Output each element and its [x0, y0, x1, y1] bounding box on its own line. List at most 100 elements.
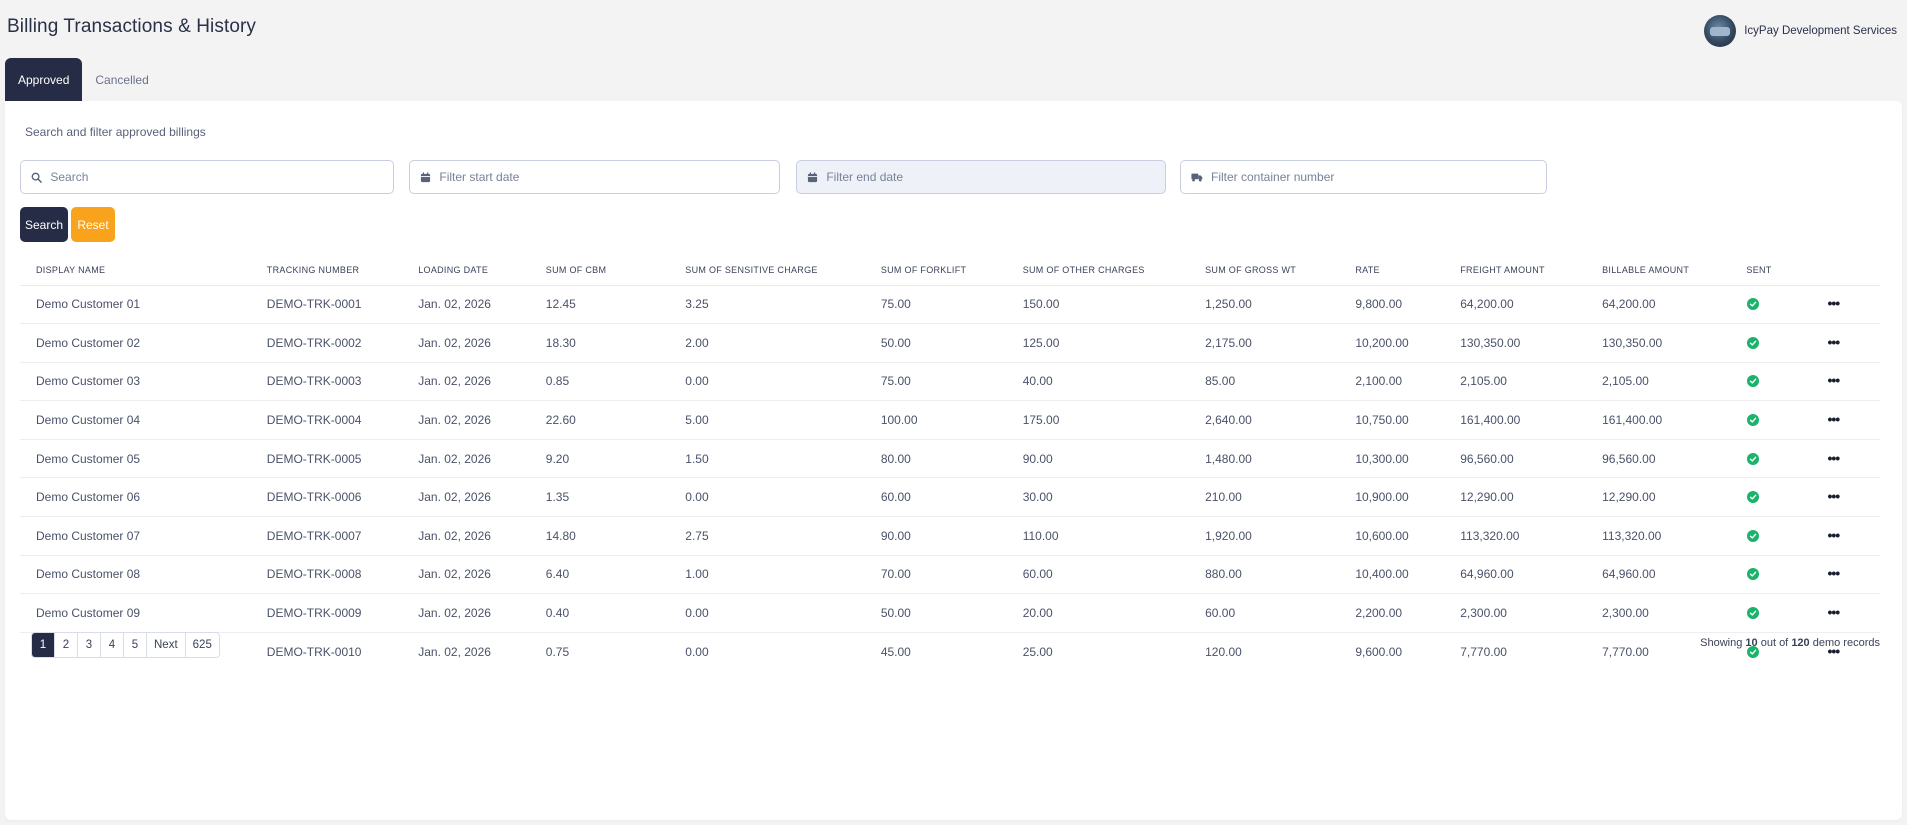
sensitive-charge-cell: 0.00	[685, 644, 709, 659]
more-horizontal-icon[interactable]: •••	[1827, 526, 1841, 543]
page-2-button[interactable]: 2	[55, 633, 78, 657]
sensitive-charge-cell: 5.00	[685, 400, 881, 440]
loading-date-cell: Jan. 02, 2026	[418, 362, 546, 402]
cbm-cell: 6.40	[545, 555, 686, 595]
sensitive-charge-cell: 0.00	[685, 593, 881, 633]
check-circle-icon	[1747, 607, 1760, 620]
display-name-cell: Demo Customer 03	[20, 362, 267, 402]
column-header[interactable]: SENT	[1746, 255, 1822, 286]
more-horizontal-icon[interactable]: •••	[1827, 604, 1841, 621]
page-1-button[interactable]: 1	[32, 633, 55, 657]
last-page-button[interactable]: 625	[185, 633, 219, 657]
search-field[interactable]	[20, 160, 394, 194]
rate-cell: 10,750.00	[1355, 400, 1461, 440]
other-charges-cell: 175.00	[1022, 400, 1206, 440]
more-horizontal-icon[interactable]: •••	[1827, 488, 1841, 505]
more-horizontal-icon[interactable]: •••	[1827, 333, 1841, 350]
more-horizontal-icon[interactable]: •••	[1827, 411, 1841, 428]
display-name-cell: Demo Customer 05	[20, 439, 267, 479]
other-charges-cell: 60.00	[1022, 555, 1206, 595]
page-4-button[interactable]: 4	[101, 633, 124, 657]
display-name-cell: Demo Customer 09	[20, 593, 267, 633]
gross-wt-cell: 60.00	[1205, 593, 1356, 633]
column-header[interactable]: SUM OF OTHER CHARGES	[1022, 255, 1206, 286]
check-circle-icon	[1747, 568, 1760, 581]
end-date-field[interactable]	[796, 160, 1166, 194]
container-number-input[interactable]	[1211, 170, 1546, 184]
table-row[interactable]: Demo Customer 09 DEMO-TRK-0009 Jan. 02, 20…	[20, 593, 1880, 633]
other-charges-cell: 20.00	[1022, 593, 1206, 633]
next-page-button[interactable]: Next	[147, 633, 186, 657]
table-row[interactable]: Demo Customer 07 DEMO-TRK-0007 Jan. 02, 20…	[20, 516, 1880, 556]
table-row[interactable]: Demo Customer 02 DEMO-TRK-0002 Jan. 02, 20…	[20, 323, 1880, 363]
other-charges-cell: 30.00	[1022, 477, 1206, 518]
more-horizontal-icon[interactable]: •••	[1827, 565, 1841, 582]
column-header[interactable]: SUM OF SENSITIVE CHARGE	[685, 255, 881, 286]
cbm-cell: 14.80	[545, 516, 686, 556]
search-input[interactable]	[50, 170, 393, 184]
cbm-cell: 0.40	[545, 593, 686, 633]
more-horizontal-icon[interactable]: •••	[1827, 295, 1841, 312]
sent-cell	[1746, 400, 1822, 440]
table-row[interactable]: Demo Customer 06 DEMO-TRK-0006 Jan. 02, 20…	[20, 477, 1880, 518]
table-row[interactable]: Demo Customer 03 DEMO-TRK-0003 Jan. 02, 20…	[20, 362, 1880, 402]
loading-date-cell: Jan. 02, 2026	[418, 323, 546, 363]
freight-amount-cell: 12,290.00	[1460, 477, 1603, 518]
pagination: 1 2 3 4 5 Next 625	[31, 632, 220, 658]
more-horizontal-icon[interactable]: •••	[1827, 642, 1841, 659]
other-charges-cell: 150.00	[1022, 285, 1206, 325]
sent-cell	[1746, 477, 1822, 518]
table-row[interactable]: Demo Customer 04 DEMO-TRK-0004 Jan. 02, 20…	[20, 400, 1880, 440]
tracking-number-cell: DEMO-TRK-0003	[266, 362, 419, 402]
container-number-field[interactable]	[1180, 160, 1547, 194]
cbm-cell: 9.20	[545, 439, 686, 479]
column-header[interactable]: FREIGHT AMOUNT	[1460, 255, 1603, 286]
row-actions-cell: •••	[1821, 323, 1880, 363]
display-name-cell: Demo Customer 07	[20, 516, 267, 556]
search-button[interactable]: Search	[20, 207, 68, 242]
more-horizontal-icon[interactable]: •••	[1827, 372, 1841, 389]
column-header[interactable]: TRACKING NUMBER	[266, 255, 419, 286]
table-row[interactable]: Demo Customer 08 DEMO-TRK-0008 Jan. 02, 20…	[20, 555, 1880, 595]
sent-cell	[1746, 516, 1822, 556]
approved-billings-panel: Search and filter approved billings Sear…	[5, 101, 1902, 820]
column-header[interactable]: DISPLAY NAME	[20, 255, 267, 286]
sent-cell	[1746, 632, 1821, 671]
sensitive-charge-cell: 2.00	[685, 323, 881, 363]
column-header[interactable]: SUM OF CBM	[545, 255, 686, 286]
column-header[interactable]: RATE	[1355, 255, 1461, 286]
column-header[interactable]: SUM OF GROSS WT	[1205, 255, 1356, 286]
forklift-cell: 50.00	[880, 593, 1023, 633]
tracking-number-cell: DEMO-TRK-0009	[266, 593, 419, 633]
table-row[interactable]: Demo Customer 01 DEMO-TRK-0001 Jan. 02, 20…	[20, 285, 1880, 325]
tracking-number-cell: DEMO-TRK-0004	[266, 400, 419, 440]
column-header[interactable]: BILLABLE AMOUNT	[1602, 255, 1747, 286]
page-5-button[interactable]: 5	[124, 633, 147, 657]
start-date-input[interactable]	[439, 170, 779, 184]
column-header[interactable]: SUM OF FORKLIFT	[880, 255, 1023, 286]
records-summary: Showing 10 out of 120 demo records	[1700, 637, 1880, 649]
sent-cell	[1746, 593, 1822, 633]
tab-cancelled[interactable]: Cancelled	[95, 72, 149, 87]
column-header[interactable]: LOADING DATE	[418, 255, 546, 286]
forklift-cell: 60.00	[880, 477, 1023, 518]
check-circle-icon	[1747, 375, 1760, 388]
row-actions-cell: •••	[1821, 400, 1880, 440]
table-row[interactable]: Demo Customer 05 DEMO-TRK-0005 Jan. 02, 20…	[20, 439, 1880, 479]
forklift-cell: 75.00	[880, 285, 1023, 325]
reset-button[interactable]: Reset	[71, 207, 115, 242]
tab-approved[interactable]: Approved	[5, 58, 83, 101]
table-header-row: DISPLAY NAME TRACKING NUMBER LOADING DAT…	[20, 255, 1880, 286]
start-date-field[interactable]	[409, 160, 780, 194]
billable-amount-cell: 64,960.00	[1602, 555, 1747, 595]
more-horizontal-icon[interactable]: •••	[1827, 449, 1841, 466]
row-actions-cell: •••	[1821, 362, 1880, 402]
end-date-input[interactable]	[826, 170, 1165, 184]
gross-wt-cell: 1,920.00	[1205, 516, 1356, 556]
check-circle-icon	[1747, 452, 1760, 465]
company-profile[interactable]: IcyPay Development Services	[1704, 15, 1897, 47]
page-3-button[interactable]: 3	[78, 633, 101, 657]
loading-date-cell: Jan. 02, 2026	[418, 516, 546, 556]
loading-date-cell: Jan. 02, 2026	[418, 555, 546, 595]
